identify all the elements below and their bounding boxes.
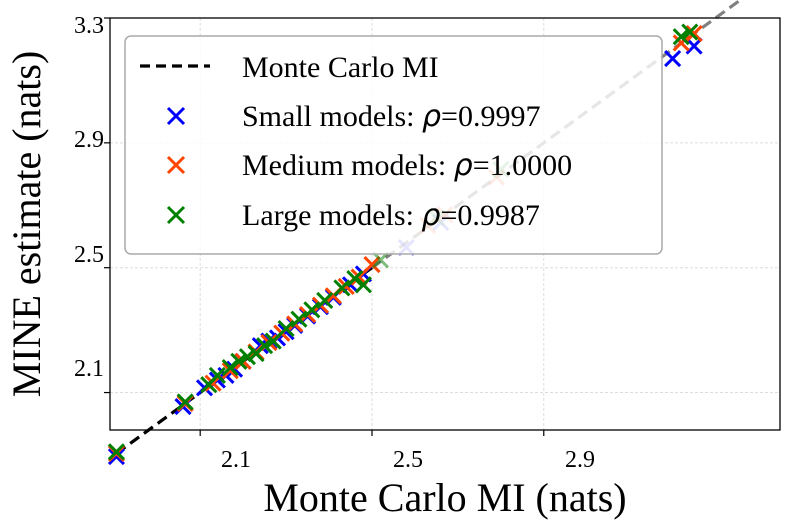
y-tick-label-1: 2.1 [74, 356, 104, 382]
point-large-2 [176, 393, 194, 411]
point-large-1 [107, 443, 126, 461]
legend-marker-small [166, 106, 186, 126]
point-large-17 [354, 276, 372, 294]
legend-prefix-medium: Medium models: [242, 149, 454, 182]
point-large-12 [290, 310, 308, 328]
legend-rho-medium: ρ [454, 148, 473, 183]
point-large-18 [372, 251, 390, 269]
x-tick-label-2: 2.5 [393, 447, 423, 473]
legend-label-small: Small models: ρ=0.9997 [242, 99, 540, 134]
point-medium-20 [685, 25, 703, 43]
x-axis-label: Monte Carlo MI (nats) [263, 475, 626, 520]
legend-value-medium: =1.0000 [473, 149, 572, 182]
point-large-21 [672, 28, 690, 46]
y-axis-label: MINE estimate (nats) [4, 51, 49, 398]
plot-frame [109, 17, 781, 431]
point-large-16 [346, 270, 364, 288]
legend-x-large [166, 205, 186, 225]
legend-label-medium: Medium models: ρ=1.0000 [242, 148, 572, 183]
legend-prefix-small: Small models: [242, 100, 422, 133]
legend-prefix-large: Large models: [242, 199, 421, 232]
point-large-22 [681, 23, 699, 41]
legend-box [124, 35, 663, 255]
legend-value-small: =0.9997 [441, 100, 540, 133]
legend-x-medium [166, 155, 186, 175]
point-large-15 [333, 279, 351, 297]
legend-rho-large: ρ [421, 198, 440, 233]
point-large-10 [264, 332, 282, 350]
point-medium-19 [672, 34, 690, 52]
axis-ticks [104, 17, 545, 436]
point-small-21 [685, 37, 703, 55]
point-large-6 [230, 352, 248, 370]
legend-marker-medium [166, 155, 186, 175]
point-large-4 [208, 366, 226, 384]
point-small-20 [664, 50, 682, 68]
point-large-11 [277, 319, 295, 338]
point-large-9 [256, 337, 274, 355]
x-tick-label-3: 2.9 [565, 447, 595, 473]
legend-label-monte-carlo: Monte Carlo MI [242, 51, 439, 84]
legend: Monte Carlo MI Small models: ρ=0.9997 Me… [124, 35, 663, 255]
y-tick-label-2: 2.5 [74, 242, 104, 268]
legend-marker-large [166, 205, 186, 225]
point-medium-15 [363, 256, 381, 274]
y-tick-label-3: 2.9 [74, 127, 104, 153]
legend-value-large: =0.9987 [440, 199, 539, 232]
legend-x-small [166, 106, 186, 126]
legend-rho-small: ρ [422, 99, 441, 134]
point-large-5 [221, 359, 239, 377]
legend-label-large: Large models: ρ=0.9987 [242, 198, 540, 233]
point-large-14 [316, 291, 334, 310]
point-small-1 [107, 447, 126, 466]
point-large-13 [303, 301, 321, 319]
y-tick-label-4: 3.3 [74, 13, 104, 39]
x-tick-label-1: 2.1 [221, 447, 251, 473]
